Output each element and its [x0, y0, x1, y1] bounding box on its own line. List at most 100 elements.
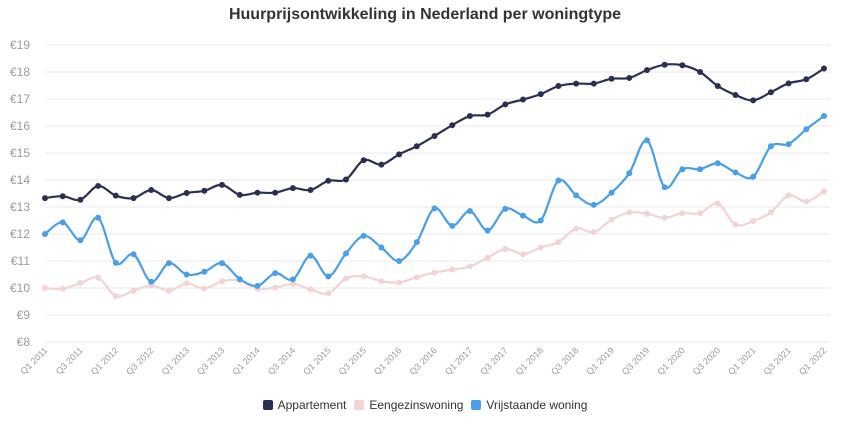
data-point[interactable] — [201, 187, 208, 194]
data-point[interactable] — [272, 270, 279, 277]
data-point[interactable] — [236, 276, 243, 283]
data-point[interactable] — [378, 244, 385, 251]
data-point[interactable] — [413, 143, 420, 150]
data-point[interactable] — [95, 214, 102, 221]
data-point[interactable] — [431, 205, 438, 212]
data-point[interactable] — [201, 268, 208, 275]
data-point[interactable] — [325, 290, 332, 297]
data-point[interactable] — [130, 287, 137, 294]
data-point[interactable] — [520, 96, 527, 103]
data-point[interactable] — [449, 122, 456, 129]
data-point[interactable] — [785, 80, 792, 87]
data-point[interactable] — [378, 278, 385, 285]
data-point[interactable] — [785, 192, 792, 199]
data-point[interactable] — [537, 91, 544, 98]
data-point[interactable] — [750, 173, 757, 180]
data-point[interactable] — [767, 143, 774, 150]
data-point[interactable] — [484, 227, 491, 234]
data-point[interactable] — [697, 166, 704, 173]
data-point[interactable] — [165, 195, 172, 202]
data-point[interactable] — [95, 182, 102, 189]
data-point[interactable] — [254, 189, 261, 196]
data-point[interactable] — [626, 209, 633, 216]
data-point[interactable] — [590, 229, 597, 236]
data-point[interactable] — [360, 232, 367, 239]
legend-item[interactable]: Appartement — [262, 398, 346, 412]
data-point[interactable] — [396, 279, 403, 286]
data-point[interactable] — [59, 219, 66, 226]
data-point[interactable] — [449, 266, 456, 273]
data-point[interactable] — [484, 254, 491, 261]
data-point[interactable] — [767, 89, 774, 96]
data-point[interactable] — [714, 83, 721, 90]
data-point[interactable] — [537, 217, 544, 224]
data-point[interactable] — [342, 275, 349, 282]
data-point[interactable] — [466, 113, 473, 120]
data-point[interactable] — [112, 192, 119, 199]
data-point[interactable] — [219, 278, 226, 285]
data-point[interactable] — [714, 160, 721, 167]
data-point[interactable] — [679, 166, 686, 173]
data-point[interactable] — [502, 205, 509, 212]
data-point[interactable] — [307, 186, 314, 193]
data-point[interactable] — [59, 285, 66, 292]
data-point[interactable] — [750, 97, 757, 104]
data-point[interactable] — [289, 185, 296, 192]
data-point[interactable] — [413, 239, 420, 246]
data-point[interactable] — [803, 126, 810, 133]
data-point[interactable] — [750, 218, 757, 225]
data-point[interactable] — [183, 280, 190, 287]
data-point[interactable] — [130, 251, 137, 258]
data-point[interactable] — [821, 113, 827, 120]
data-point[interactable] — [112, 259, 119, 266]
data-point[interactable] — [148, 278, 155, 285]
data-point[interactable] — [289, 276, 296, 283]
data-point[interactable] — [679, 62, 686, 69]
data-point[interactable] — [360, 157, 367, 164]
data-point[interactable] — [183, 271, 190, 278]
data-point[interactable] — [573, 225, 580, 232]
data-point[interactable] — [714, 200, 721, 207]
data-point[interactable] — [643, 67, 650, 74]
data-point[interactable] — [413, 274, 420, 281]
data-point[interactable] — [42, 231, 48, 237]
legend-item[interactable]: Eengezinswoning — [354, 398, 463, 412]
data-point[interactable] — [608, 75, 615, 82]
data-point[interactable] — [42, 285, 48, 291]
data-point[interactable] — [643, 137, 650, 144]
data-point[interactable] — [803, 76, 810, 83]
data-point[interactable] — [342, 250, 349, 257]
data-point[interactable] — [272, 189, 279, 196]
data-point[interactable] — [520, 251, 527, 258]
data-point[interactable] — [555, 177, 562, 184]
data-point[interactable] — [537, 244, 544, 251]
data-point[interactable] — [821, 188, 827, 195]
data-point[interactable] — [502, 101, 509, 108]
data-point[interactable] — [219, 181, 226, 188]
data-point[interactable] — [555, 239, 562, 246]
data-point[interactable] — [360, 273, 367, 280]
data-point[interactable] — [148, 186, 155, 193]
data-point[interactable] — [466, 263, 473, 270]
data-point[interactable] — [112, 293, 119, 300]
data-point[interactable] — [555, 83, 562, 90]
legend-item[interactable]: Vrijstaande woning — [471, 398, 587, 412]
data-point[interactable] — [661, 61, 668, 68]
data-point[interactable] — [219, 260, 226, 267]
data-point[interactable] — [378, 161, 385, 168]
data-point[interactable] — [130, 195, 137, 202]
data-point[interactable] — [183, 189, 190, 196]
data-point[interactable] — [502, 245, 509, 252]
data-point[interactable] — [590, 80, 597, 87]
data-point[interactable] — [767, 209, 774, 216]
data-point[interactable] — [590, 201, 597, 208]
data-point[interactable] — [732, 169, 739, 176]
data-point[interactable] — [342, 176, 349, 183]
data-point[interactable] — [325, 177, 332, 184]
data-point[interactable] — [307, 252, 314, 259]
data-point[interactable] — [236, 191, 243, 198]
data-point[interactable] — [201, 285, 208, 292]
data-point[interactable] — [484, 111, 491, 118]
data-point[interactable] — [821, 65, 827, 72]
data-point[interactable] — [396, 258, 403, 264]
